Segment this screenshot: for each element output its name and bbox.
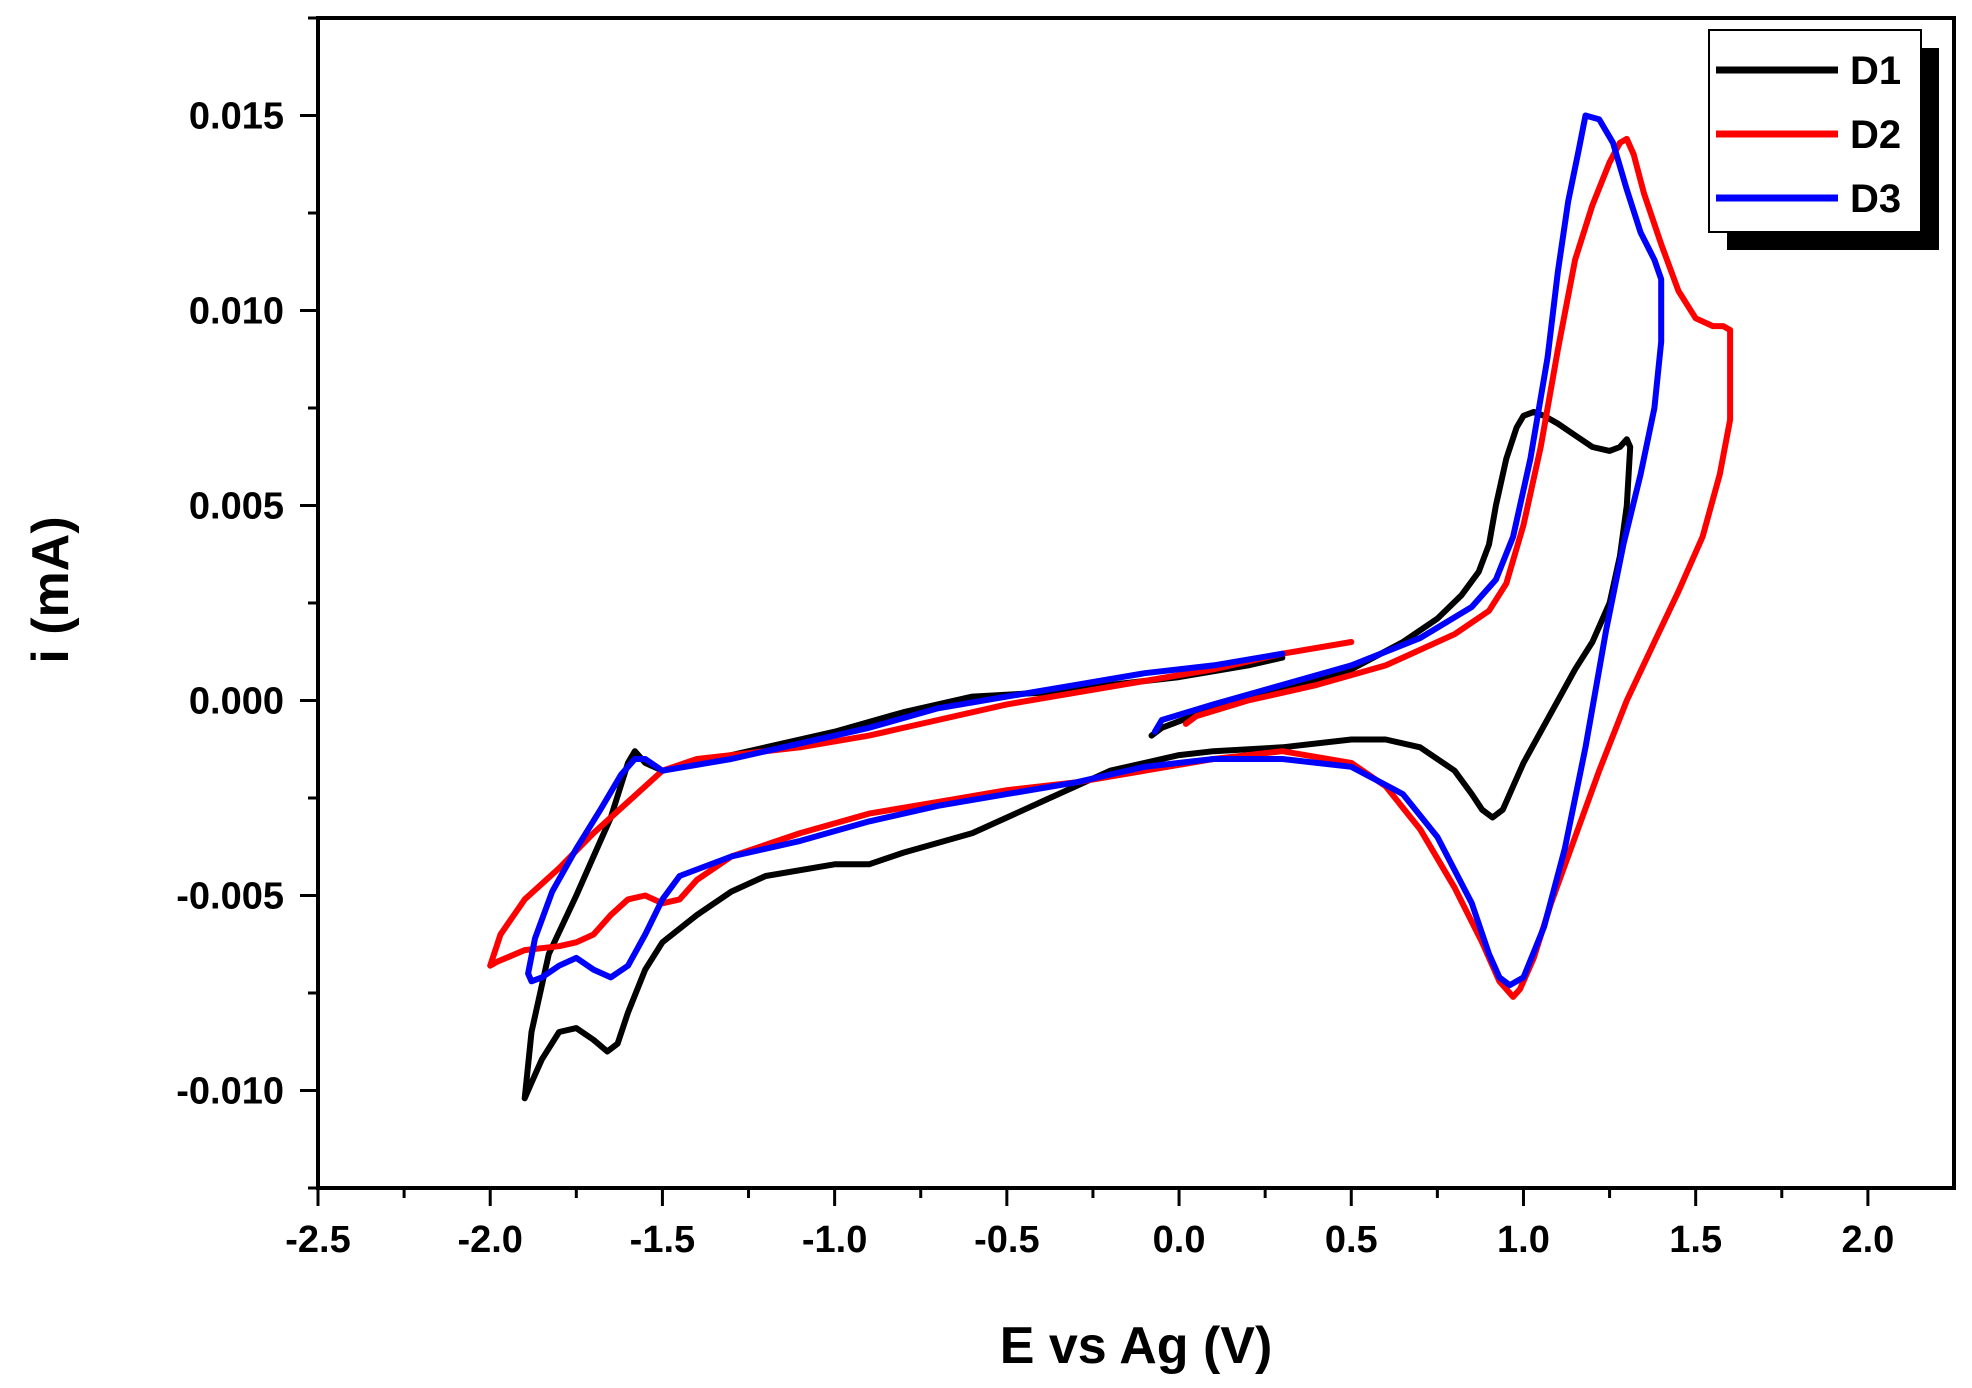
y-tick-label: 0.000 bbox=[189, 681, 284, 723]
y-tick-label: -0.010 bbox=[176, 1071, 284, 1113]
series-line-d1 bbox=[521, 408, 1634, 1102]
x-tick-label: -2.5 bbox=[285, 1219, 350, 1261]
legend: D1 D2 D3 bbox=[1708, 29, 1939, 250]
legend-label-d2: D2 bbox=[1850, 113, 1901, 157]
x-tick-label: 1.0 bbox=[1497, 1219, 1550, 1261]
y-axis-title: i (mA) bbox=[22, 516, 80, 663]
x-tick-label: 0.0 bbox=[1153, 1219, 1206, 1261]
x-tick-label: -1.0 bbox=[802, 1219, 867, 1261]
x-axis-title: E vs Ag (V) bbox=[1000, 1317, 1273, 1375]
series-line-d2 bbox=[487, 135, 1734, 1000]
curves-layer bbox=[487, 112, 1734, 1102]
x-tick-label: -1.5 bbox=[630, 1219, 695, 1261]
x-tick-label: 0.5 bbox=[1325, 1219, 1378, 1261]
legend-label-d1: D1 bbox=[1850, 49, 1901, 93]
x-tick-label: -2.0 bbox=[457, 1219, 522, 1261]
x-tick-label: 1.5 bbox=[1669, 1219, 1722, 1261]
y-tick-label: 0.005 bbox=[189, 486, 284, 528]
y-axis: -0.010 -0.005 0.000 0.005 0.010 0.015 bbox=[176, 16, 318, 1190]
x-tick-label: -0.5 bbox=[974, 1219, 1039, 1261]
legend-label-d3: D3 bbox=[1850, 177, 1901, 221]
series-line-d3 bbox=[525, 112, 1665, 989]
x-tick-label: 2.0 bbox=[1841, 1219, 1894, 1261]
y-tick-label: -0.005 bbox=[176, 876, 284, 918]
y-tick-label: 0.010 bbox=[189, 291, 284, 333]
x-axis: -2.5 -2.0 -1.5 -1.0 -0.5 0.0 0.5 1.0 1.5 2.0 bbox=[285, 1188, 1894, 1261]
y-tick-label: 0.015 bbox=[189, 96, 284, 138]
